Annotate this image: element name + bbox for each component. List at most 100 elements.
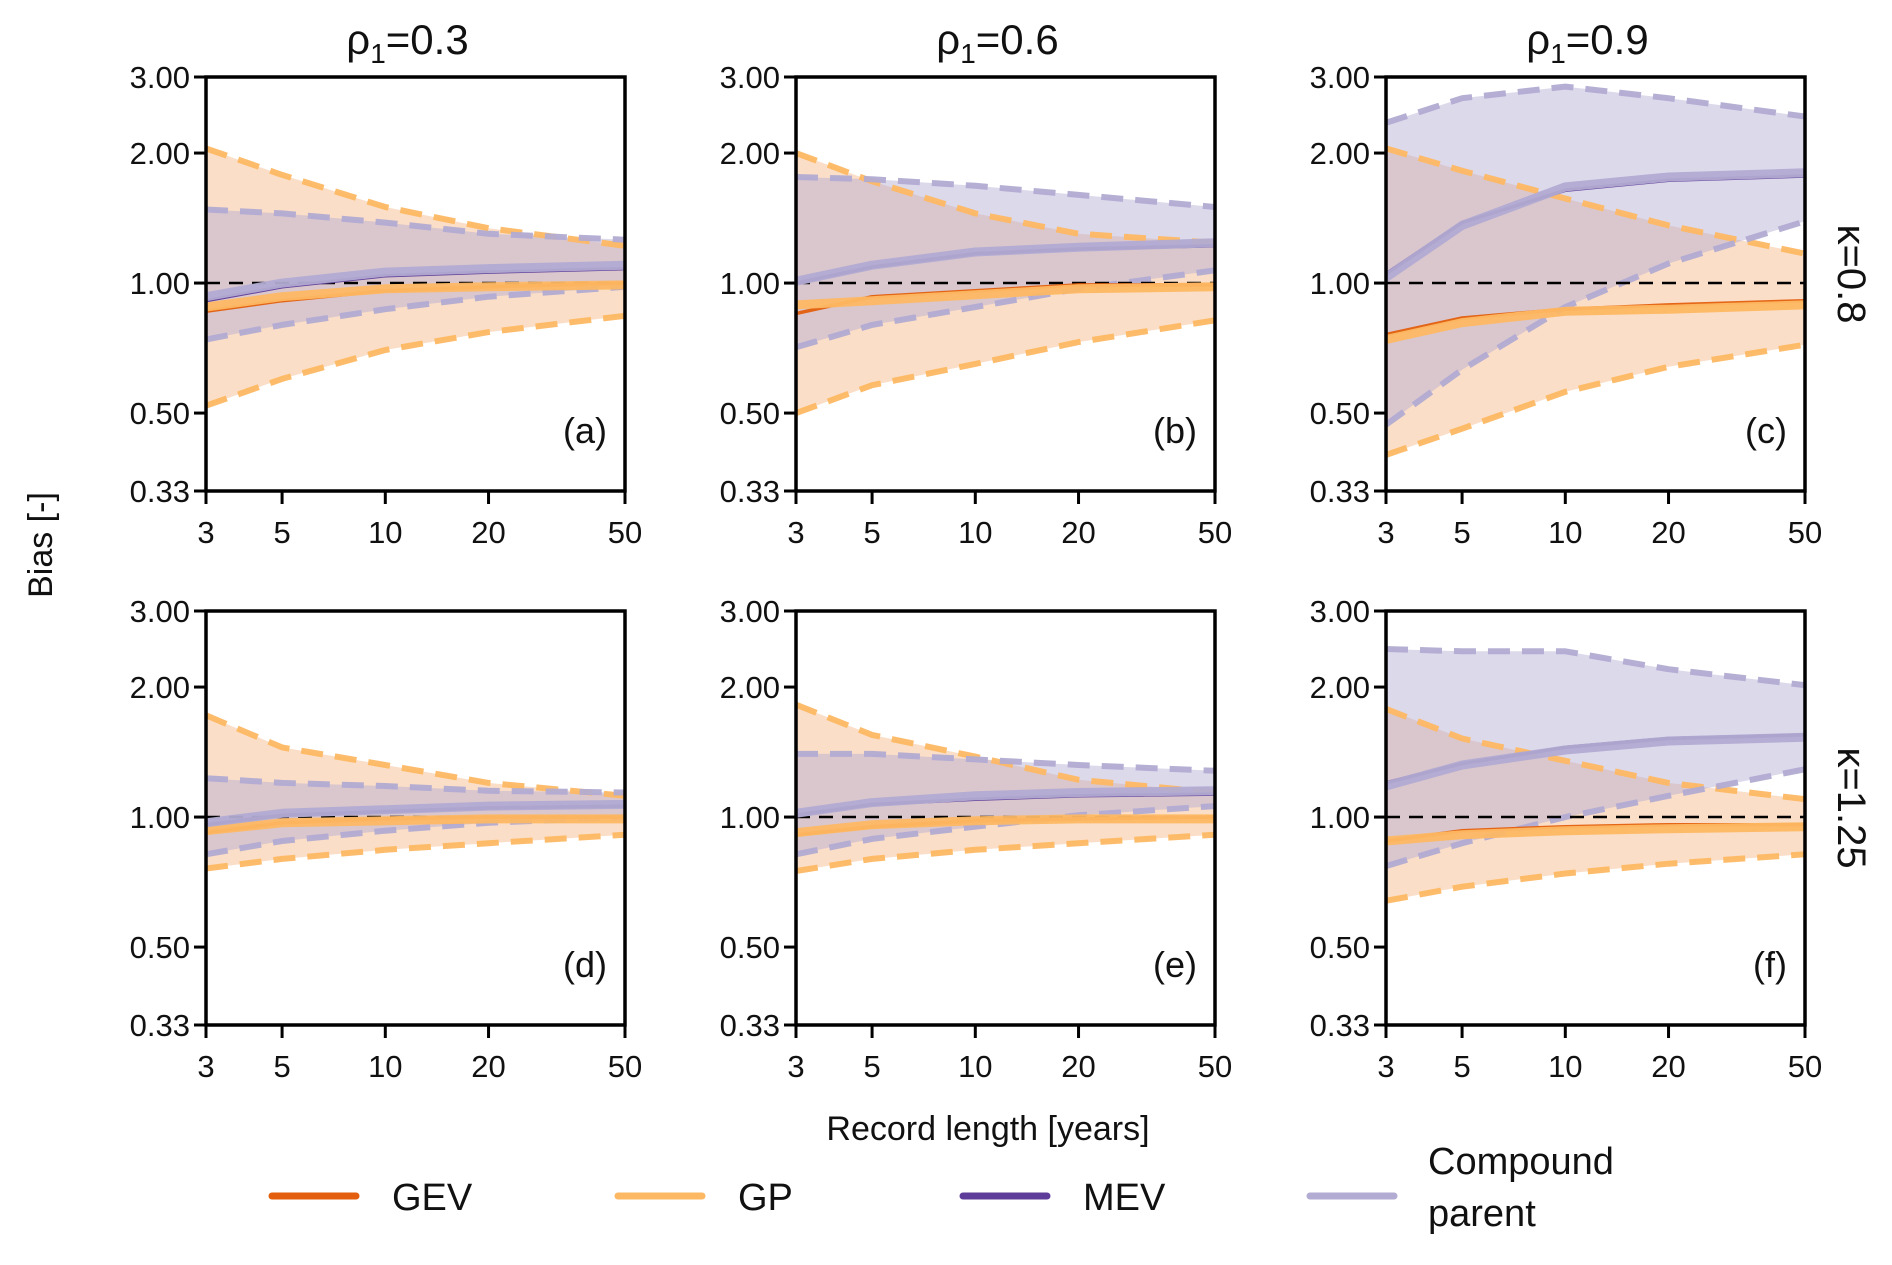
panel-letter-label: (c) [1745,410,1787,451]
x-tick-label: 3 [1377,1049,1394,1084]
gp-uncertainty-band [1386,148,1805,455]
x-tick-label: 3 [1377,515,1394,550]
x-tick-label: 20 [1651,1049,1685,1084]
compound-upper-bound-line [796,174,1215,210]
y-tick-label: 2.00 [1310,670,1370,705]
x-tick-label: 50 [1788,1049,1822,1084]
panel-d: 0.33 0.50 1.00 2.00 3.00 3 5 10 20 50 (d) [130,594,643,1084]
legend-item-gp: GP [614,1177,793,1219]
compound-parent-median-line [206,260,625,302]
legend-item-gev: GEV [268,1177,473,1219]
gp-median-line [796,814,1215,838]
gp-median-line [206,814,625,836]
legend-label-line: Compound [1428,1141,1614,1183]
y-tick-label: 0.50 [130,930,190,965]
gp-upper-bound-line [206,712,625,799]
compound-uncertainty-band [796,177,1215,348]
x-tick-label: 5 [1453,515,1470,550]
y-tick-label: 1.00 [1310,266,1370,301]
y-tick-label: 3.00 [1310,594,1370,629]
column-title-subscript: 1 [370,38,386,69]
compound-uncertainty-band [796,753,1215,855]
column-title-rho-0: ρ1=0.3 [346,16,468,69]
x-tick-label: 50 [608,1049,642,1084]
legend: GEV GP MEV Compound parent [268,1141,1614,1235]
legend-label: GP [738,1177,793,1219]
x-tick-label: 5 [863,515,880,550]
compound-uncertainty-band [1386,649,1805,867]
legend-label: GEV [392,1177,473,1219]
panel-b: 0.33 0.50 1.00 2.00 3.00 3 5 10 20 50 (b) [720,60,1233,550]
x-tick-label: 5 [273,515,290,550]
x-tick-label: 50 [1198,515,1232,550]
gp-lower-bound-line [796,317,1215,416]
y-tick-label: 1.00 [720,800,780,835]
x-tick-label: 50 [1198,1049,1232,1084]
row-title-kappa-1: κ=1.25 [1829,747,1873,868]
y-tick-label: 2.00 [720,670,780,705]
column-title-symbol: ρ [1526,16,1550,63]
y-tick-label: 0.50 [1310,930,1370,965]
column-title-subscript: 1 [1550,38,1566,69]
y-tick-label: 0.33 [720,1008,780,1043]
legend-label: MEV [1083,1177,1166,1219]
legend-item-compound-parent: Compound parent [1306,1141,1614,1235]
compound-parent-median-line [796,238,1215,286]
y-tick-label: 2.00 [1310,136,1370,171]
column-title-rho-1: ρ1=0.6 [936,16,1058,69]
gp-lower-bound-line [206,831,625,872]
gp-uncertainty-band [206,148,625,406]
legend-item-mev: MEV [959,1177,1166,1219]
compound-lower-bound-line [796,803,1215,858]
x-tick-label: 20 [1061,1049,1095,1084]
y-tick-label: 3.00 [1310,60,1370,95]
gp-lower-bound-line [206,312,625,409]
panel-a: 0.33 0.50 1.00 2.00 3.00 3 5 10 20 50 (a) [130,60,643,550]
gp-upper-bound-line [796,150,1215,246]
plot-area [796,150,1215,416]
compound-upper-bound-line [206,775,625,796]
y-tick-label: 0.33 [1310,474,1370,509]
x-tick-label: 10 [1548,515,1582,550]
y-tick-label: 0.50 [720,930,780,965]
panel-letter-label: (b) [1153,410,1197,451]
compound-upper-bound-line [206,206,625,243]
panel-f: 0.33 0.50 1.00 2.00 3.00 3 5 10 20 50 (f) [1310,594,1823,1084]
compound-lower-bound-line [796,267,1215,351]
gp-lower-bound-line [1386,851,1805,904]
y-tick-label: 0.50 [1310,396,1370,431]
compound-parent-median-line [206,799,625,828]
compound-lower-bound-line [206,283,625,343]
x-tick-label: 10 [958,515,992,550]
legend-label-line: parent [1428,1193,1536,1235]
gp-upper-bound-line [206,145,625,249]
column-title-value: =0.6 [976,16,1059,63]
y-tick-label: 1.00 [1310,800,1370,835]
compound-parent-median-line [796,786,1215,818]
gp-median-line [1386,300,1805,344]
y-tick-label: 0.33 [720,474,780,509]
x-tick-label: 5 [1453,1049,1470,1084]
gp-lower-bound-line [796,831,1215,874]
x-tick-label: 3 [787,515,804,550]
x-tick-label: 20 [1061,515,1095,550]
y-tick-label: 3.00 [130,60,190,95]
y-tick-label: 0.50 [130,396,190,431]
compound-parent-median-line [1386,732,1805,791]
column-title-symbol: ρ [346,16,370,63]
y-tick-label: 3.00 [720,594,780,629]
y-tick-label: 1.00 [130,800,190,835]
panel-letter-label: (f) [1753,944,1787,985]
y-tick-label: 3.00 [130,594,190,629]
y-axis-label: Bias [-] [22,492,60,598]
plot-area [206,145,625,409]
gp-median-line [206,280,625,312]
x-tick-label: 20 [471,515,505,550]
y-tick-label: 1.00 [720,266,780,301]
column-title-subscript: 1 [960,38,976,69]
plot-area [206,712,625,872]
row-title-kappa-0: κ=0.8 [1829,225,1873,324]
x-tick-label: 5 [863,1049,880,1084]
x-tick-label: 50 [1788,515,1822,550]
